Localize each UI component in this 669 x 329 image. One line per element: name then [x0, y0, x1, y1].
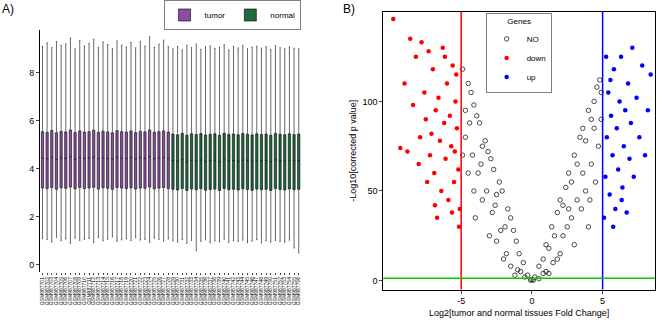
svg-text:GSM987733: GSM987733 — [188, 277, 194, 305]
svg-text:GSM987709: GSM987709 — [76, 277, 82, 305]
svg-text:GSM987702: GSM987702 — [44, 277, 50, 305]
svg-text:GSM987720: GSM987720 — [128, 277, 134, 305]
svg-text:GSM987741: GSM987741 — [225, 277, 231, 305]
svg-text:50: 50 — [368, 186, 378, 196]
svg-text:GSM987723: GSM987723 — [142, 277, 148, 305]
svg-text:GSM987754: GSM987754 — [286, 277, 292, 305]
svg-text:GSM987736: GSM987736 — [202, 277, 208, 305]
svg-text:GSM987722: GSM987722 — [137, 277, 143, 305]
svg-text:0: 0 — [373, 276, 378, 286]
svg-text:GSM987705: GSM987705 — [58, 277, 64, 305]
svg-text:GSM987715: GSM987715 — [104, 277, 110, 305]
svg-text:GSM987740: GSM987740 — [221, 277, 227, 305]
svg-text:GSM987712: GSM987712 — [90, 277, 96, 305]
svg-text:down: down — [527, 54, 546, 63]
svg-text:GSM987704: GSM987704 — [53, 277, 59, 305]
svg-text:GSM987707: GSM987707 — [67, 277, 73, 305]
svg-text:GSM987743: GSM987743 — [235, 277, 241, 305]
svg-text:GSM987737: GSM987737 — [207, 277, 213, 305]
svg-text:GSM987749: GSM987749 — [263, 277, 269, 305]
svg-text:GSM987730: GSM987730 — [174, 277, 180, 305]
svg-text:GSM987710: GSM987710 — [81, 277, 87, 305]
svg-text:GSM987719: GSM987719 — [123, 277, 129, 305]
svg-text:GSM987726: GSM987726 — [156, 277, 162, 305]
svg-text:GSM987718: GSM987718 — [118, 277, 124, 305]
svg-text:GSM987724: GSM987724 — [146, 277, 152, 305]
svg-text:B): B) — [343, 2, 355, 16]
svg-text:GSM987751: GSM987751 — [272, 277, 278, 305]
svg-text:GSM987734: GSM987734 — [193, 277, 199, 305]
svg-text:Genes: Genes — [507, 17, 531, 26]
svg-text:GSM987729: GSM987729 — [170, 277, 176, 305]
svg-text:GSM987744: GSM987744 — [239, 277, 245, 305]
svg-text:up: up — [527, 73, 536, 82]
svg-text:100: 100 — [363, 97, 378, 107]
svg-text:GSM987701: GSM987701 — [39, 277, 45, 305]
svg-text:NO: NO — [527, 35, 539, 44]
svg-text:GSM987755: GSM987755 — [291, 277, 297, 305]
svg-text:GSM987725: GSM987725 — [151, 277, 157, 305]
svg-text:GSM987728: GSM987728 — [165, 277, 171, 305]
svg-text:6: 6 — [29, 116, 34, 126]
svg-text:-Log10[corrected p value]: -Log10[corrected p value] — [348, 100, 358, 202]
svg-text:GSM987747: GSM987747 — [253, 277, 259, 305]
svg-text:4: 4 — [29, 164, 34, 174]
svg-text:tumor: tumor — [205, 11, 226, 20]
svg-text:0: 0 — [529, 296, 534, 306]
svg-text:0: 0 — [29, 260, 34, 270]
svg-text:GSM987713: GSM987713 — [95, 277, 101, 305]
svg-text:Log2[tumor and normal tissues: Log2[tumor and normal tissues Fold Chang… — [429, 308, 609, 318]
svg-text:GSM987745: GSM987745 — [244, 277, 250, 305]
svg-text:GSM987716: GSM987716 — [109, 277, 115, 305]
svg-text:normal: normal — [270, 11, 295, 20]
svg-text:GSM987753: GSM987753 — [281, 277, 287, 305]
svg-text:GSM987732: GSM987732 — [184, 277, 190, 305]
svg-text:GSM987703: GSM987703 — [48, 277, 54, 305]
svg-text:GSM987711: GSM987711 — [86, 277, 92, 305]
svg-text:GSM987721: GSM987721 — [132, 277, 138, 305]
svg-text:GSM987706: GSM987706 — [62, 277, 68, 305]
svg-text:-5: -5 — [457, 296, 465, 306]
svg-text:GSM987756: GSM987756 — [295, 277, 301, 305]
svg-text:GSM987750: GSM987750 — [267, 277, 273, 305]
svg-text:GSM987735: GSM987735 — [198, 277, 204, 305]
svg-text:GSM987738: GSM987738 — [211, 277, 217, 305]
svg-text:GSM987752: GSM987752 — [277, 277, 283, 305]
svg-text:5: 5 — [600, 296, 605, 306]
svg-text:2: 2 — [29, 212, 34, 222]
svg-text:GSM987727: GSM987727 — [160, 277, 166, 305]
svg-text:A): A) — [2, 2, 14, 16]
svg-text:8: 8 — [29, 68, 34, 78]
svg-text:GSM987748: GSM987748 — [258, 277, 264, 305]
svg-text:GSM987714: GSM987714 — [100, 277, 106, 305]
svg-text:GSM987708: GSM987708 — [72, 277, 78, 305]
svg-text:GSM987739: GSM987739 — [216, 277, 222, 305]
svg-text:GSM987742: GSM987742 — [230, 277, 236, 305]
svg-text:GSM987746: GSM987746 — [249, 277, 255, 305]
svg-text:GSM987731: GSM987731 — [179, 277, 185, 305]
svg-text:GSM987717: GSM987717 — [114, 277, 120, 305]
